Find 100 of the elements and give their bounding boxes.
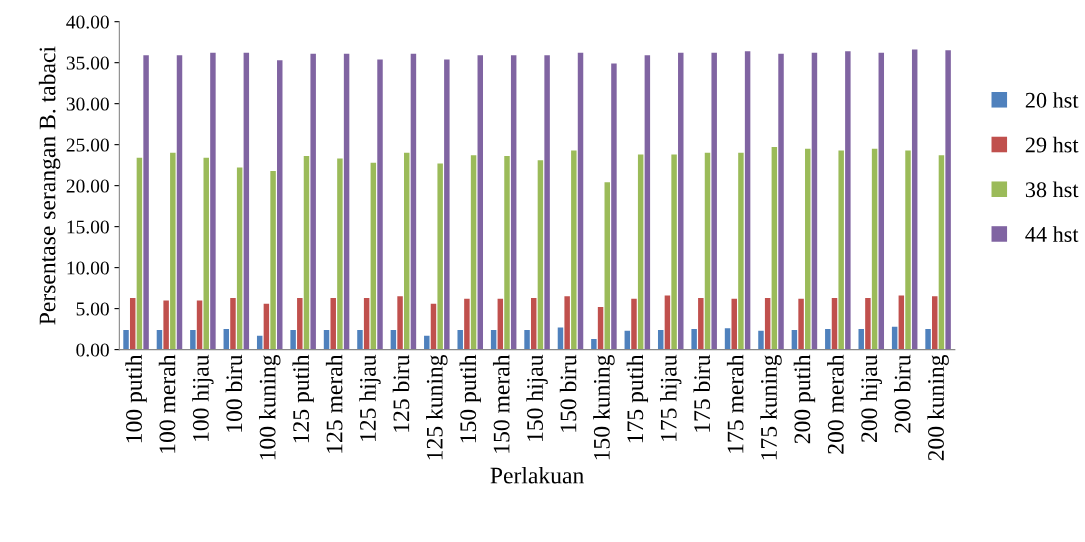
bar	[591, 338, 597, 350]
bar	[724, 328, 731, 350]
y-axis-title: Persentase serangan B. tabaci	[38, 46, 61, 325]
y-tick-label: 35.00	[66, 56, 109, 70]
bar	[510, 55, 517, 350]
bar	[243, 52, 250, 350]
x-tick-label: 175 biru	[693, 354, 711, 432]
bar	[938, 155, 945, 350]
bar	[631, 298, 637, 350]
bar	[577, 52, 584, 350]
x-tick-label: 125 biru	[392, 354, 410, 432]
x-tick-label: 150 kuning	[593, 354, 615, 460]
y-tick-label: 5.00	[76, 302, 109, 316]
bar	[470, 155, 477, 350]
bar	[176, 55, 183, 350]
bar	[764, 297, 771, 350]
bar	[136, 157, 143, 350]
bar	[771, 147, 778, 350]
bar	[731, 298, 737, 350]
y-tick-label: 20.00	[66, 179, 109, 193]
bar	[163, 300, 169, 350]
y-tick-label: 30.00	[66, 97, 109, 111]
bar	[711, 52, 717, 350]
x-tick-label: 125 kuning	[426, 354, 448, 460]
bar	[858, 329, 864, 350]
legend-label: 29 hst	[1025, 136, 1079, 153]
x-tick-label: 150 hijau	[526, 354, 548, 441]
x-tick-label: 100 putih	[125, 354, 147, 443]
bar	[457, 329, 463, 350]
bar	[123, 329, 129, 350]
bar	[838, 150, 844, 350]
x-tick-label: 175 putih	[626, 354, 649, 443]
bar	[637, 154, 644, 350]
bar	[477, 55, 483, 350]
bar	[377, 59, 383, 350]
bar	[537, 160, 544, 350]
bar	[404, 152, 410, 350]
bar	[597, 306, 604, 350]
x-tick-label: 175 kuning	[760, 354, 782, 460]
x-tick-label: 125 hijau	[359, 354, 381, 441]
y-tick-label: 25.00	[66, 138, 109, 152]
bar	[196, 300, 203, 350]
bar	[678, 52, 684, 350]
bar	[464, 298, 470, 350]
x-tick-label: 150 merah	[492, 354, 510, 453]
bar	[898, 295, 905, 350]
bar	[544, 55, 550, 350]
x-tick-label: 100 biru	[225, 354, 243, 432]
x-tick-label: 125 putih	[292, 354, 314, 443]
x-tick-label: 175 hijau	[660, 354, 682, 441]
bar	[698, 297, 704, 350]
x-axis-title: Perlakuan	[490, 466, 584, 484]
y-tick-label: 15.00	[67, 220, 109, 234]
bar	[758, 330, 764, 350]
bar	[277, 60, 283, 350]
bar	[143, 55, 149, 350]
bar	[557, 327, 564, 350]
bar	[303, 156, 310, 350]
bar	[945, 50, 951, 350]
bar	[297, 297, 303, 350]
bar	[203, 157, 209, 350]
bar	[805, 148, 811, 350]
x-tick-label: 150 putih	[459, 354, 481, 443]
x-tick-label: 150 biru	[559, 354, 577, 432]
bar	[170, 152, 176, 350]
bar	[744, 51, 751, 350]
bar	[905, 150, 911, 350]
bar	[190, 329, 196, 350]
bar	[129, 297, 136, 350]
bar	[437, 163, 443, 350]
x-tick-label: 100 merah	[158, 354, 176, 453]
bar	[236, 167, 243, 350]
bar	[664, 295, 671, 350]
bar	[865, 297, 871, 350]
bar	[878, 52, 885, 350]
bar	[604, 182, 610, 350]
bar	[925, 329, 931, 350]
bar	[337, 158, 343, 350]
bar	[738, 152, 744, 350]
bar	[310, 53, 316, 350]
bar	[343, 53, 350, 350]
x-tick-label: 200 putih	[793, 354, 816, 444]
x-tick-label: 175 merah	[726, 354, 744, 453]
x-tick-label: 100 kuning	[258, 354, 281, 460]
y-tick-label: 0.00	[76, 343, 109, 357]
legend-label: 20 hst	[1025, 92, 1079, 108]
bar	[845, 51, 851, 350]
x-tick-label: 200 hijau	[860, 354, 882, 442]
bar	[497, 298, 504, 350]
bar	[571, 150, 577, 350]
bar	[871, 148, 878, 350]
legend-label: 44 hst	[1025, 226, 1079, 242]
bar	[524, 329, 530, 350]
bar	[932, 296, 938, 350]
bar	[410, 53, 417, 350]
bar	[363, 297, 370, 350]
bar	[831, 297, 838, 350]
legend-label: 38 hst	[1025, 181, 1079, 198]
bar	[210, 52, 216, 350]
bar	[397, 296, 403, 350]
